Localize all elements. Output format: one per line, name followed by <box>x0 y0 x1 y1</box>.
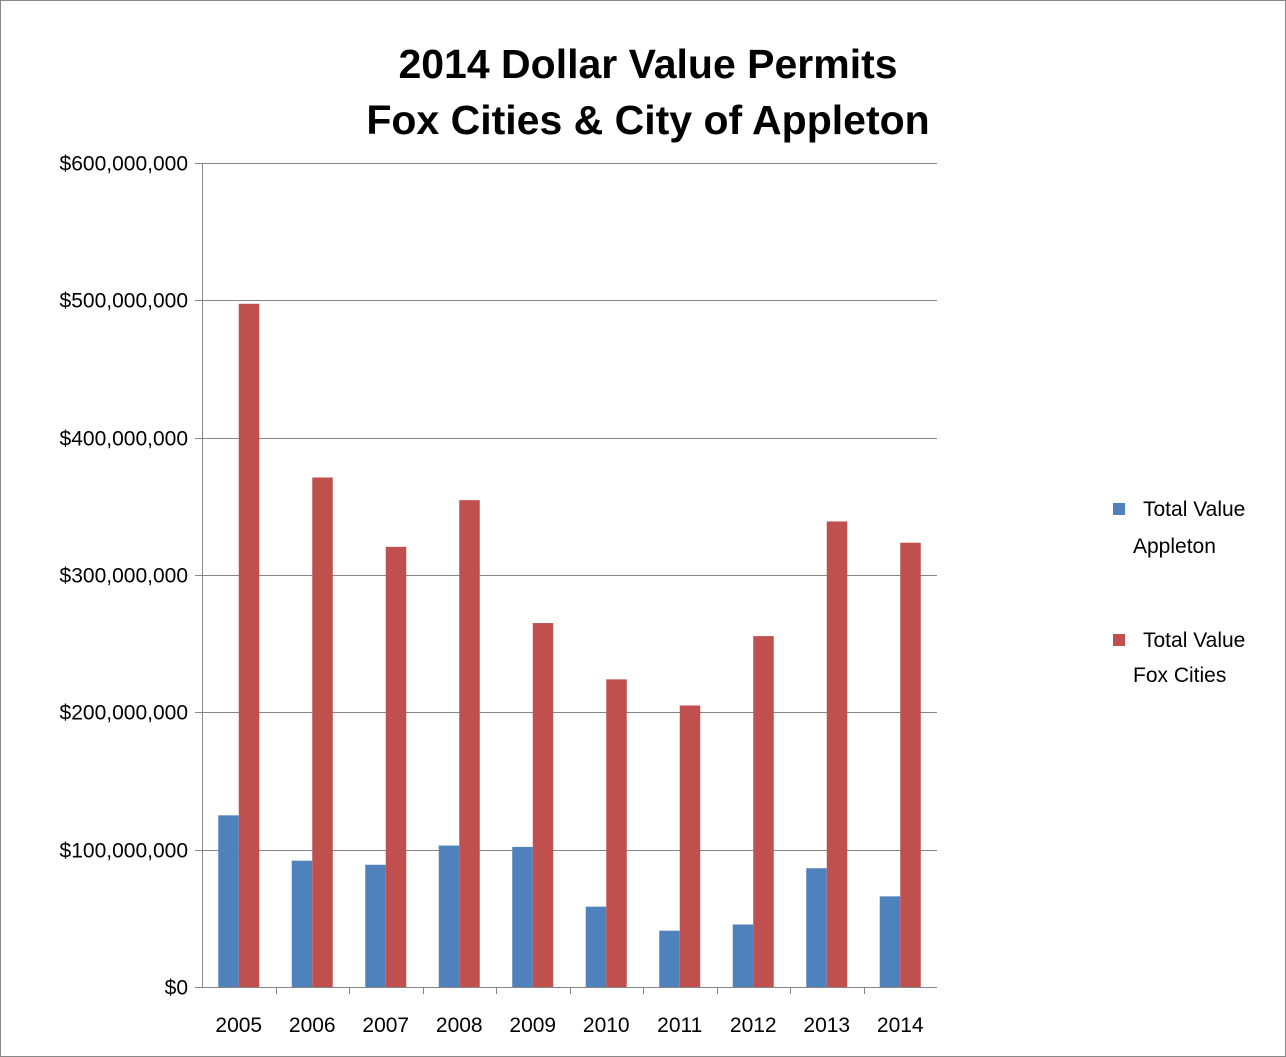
bar <box>512 846 533 987</box>
chart-title: 2014 Dollar Value Permits Fox Cities & C… <box>366 41 929 143</box>
x-tick-label: 2006 <box>289 1014 336 1037</box>
bar <box>679 705 701 987</box>
bar <box>900 542 921 987</box>
legend-label-fox-cities-line-2: Fox Cities <box>1133 664 1226 687</box>
bar <box>218 815 239 987</box>
legend-label-appleton-line-1: Total Value <box>1143 498 1245 521</box>
y-tick-label: $0 <box>165 977 188 1000</box>
x-tick-label: 2013 <box>803 1014 850 1037</box>
y-tick-label: $200,000,000 <box>60 702 188 725</box>
x-tick-label: 2009 <box>509 1014 556 1037</box>
x-tick-label: 2014 <box>877 1014 924 1037</box>
legend-swatch-fox-cities <box>1113 634 1125 646</box>
bar <box>459 500 480 987</box>
bar <box>659 930 680 987</box>
bar <box>606 679 627 987</box>
x-axis-tick-labels: 2005 2006 2007 2008 2009 2010 2011 2012 2013 2014 <box>215 1014 924 1037</box>
bar <box>312 477 333 987</box>
chart-title-line-1: 2014 Dollar Value Permits <box>398 41 897 87</box>
bar <box>238 303 260 987</box>
bar <box>732 924 754 987</box>
y-tick-label: $600,000,000 <box>60 153 188 176</box>
legend-label-appleton-line-2: Appleton <box>1133 535 1216 558</box>
bar <box>385 546 407 987</box>
x-tick-label: 2005 <box>215 1014 262 1037</box>
x-tick-label: 2010 <box>583 1014 630 1037</box>
y-tick-label: $500,000,000 <box>60 290 188 313</box>
x-tick-label: 2008 <box>436 1014 483 1037</box>
x-tick-label: 2007 <box>362 1014 409 1037</box>
bar <box>826 521 848 987</box>
bar <box>806 868 827 987</box>
bar <box>365 864 386 987</box>
axes <box>195 163 937 994</box>
bar <box>753 636 774 987</box>
chart-title-line-2: Fox Cities & City of Appleton <box>366 97 929 143</box>
bar <box>291 860 313 987</box>
bars <box>218 303 921 987</box>
legend-label-fox-cities-line-1: Total Value <box>1143 629 1245 652</box>
legend: Total Value Appleton Total Value Fox Cit… <box>1113 498 1245 687</box>
y-tick-label: $100,000,000 <box>60 840 188 863</box>
y-axis-tick-labels: $0 $100,000,000 $200,000,000 $300,000,000 $4… <box>60 153 188 1000</box>
bar <box>532 623 554 987</box>
y-tick-label: $400,000,000 <box>60 428 188 451</box>
bar <box>438 845 460 987</box>
x-tick-label: 2011 <box>657 1014 702 1037</box>
legend-swatch-appleton <box>1113 503 1125 515</box>
bar <box>879 896 901 987</box>
y-tick-label: $300,000,000 <box>60 565 188 588</box>
x-tick-label: 2012 <box>730 1014 777 1037</box>
bar <box>585 906 607 987</box>
